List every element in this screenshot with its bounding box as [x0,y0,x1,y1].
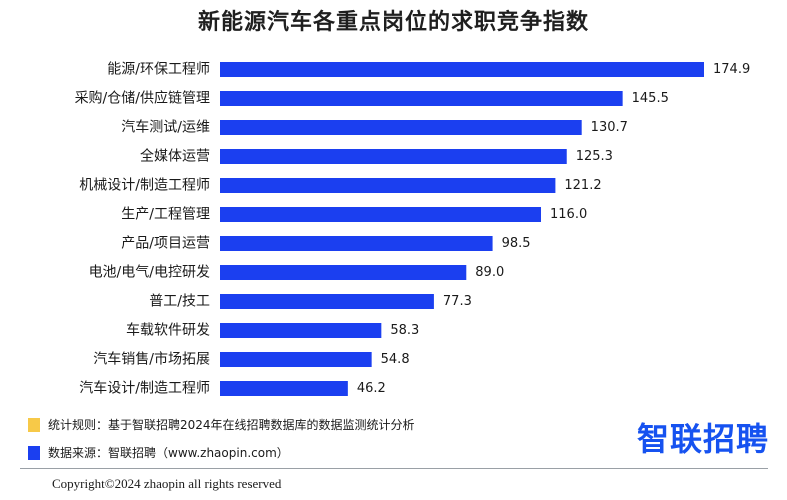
category-label: 汽车测试/运维 [121,119,210,136]
bar [220,207,542,222]
bar [220,120,582,135]
stat-rule-note: 统计规则：基于智联招聘2024年在线招聘数据库的数据监测统计分析 [28,416,415,433]
rule-swatch-icon [28,417,40,432]
bar [220,294,434,309]
stat-rule-text: 统计规则：基于智联招聘2024年在线招聘数据库的数据监测统计分析 [48,418,415,432]
data-source-text: 数据来源：智联招聘（www.zhaopin.com） [48,446,289,460]
value-label: 116.0 [550,207,587,222]
value-label: 145.5 [632,91,669,106]
bar [220,352,372,367]
category-label: 采购/仓储/供应链管理 [75,90,210,107]
bar [220,236,493,251]
bar [220,265,467,280]
category-label: 车载软件研发 [126,322,210,339]
category-label: 机械设计/制造工程师 [79,178,210,194]
copyright-text: Copyright©2024 zhaopin all rights reserv… [52,476,282,491]
category-label: 能源/环保工程师 [107,62,210,78]
value-label: 46.2 [357,381,386,396]
value-label: 130.7 [591,120,628,135]
value-label: 89.0 [475,265,504,280]
value-label: 121.2 [564,178,601,193]
bar [220,381,348,396]
value-label: 125.3 [576,149,613,164]
category-label: 电池/电气/电控研发 [89,265,210,281]
bar [220,149,567,164]
source-swatch-icon [28,445,40,460]
category-label: 汽车销售/市场拓展 [93,351,210,368]
value-label: 54.8 [381,352,410,367]
bar-chart: 能源/环保工程师 174.9 采购/仓储/供应链管理 145.5 汽车测试/运维 130.… [75,62,751,397]
category-label: 生产/工程管理 [121,207,210,223]
bar [220,91,623,106]
category-label: 汽车设计/制造工程师 [79,380,210,397]
zhaopin-logo: 智联招聘 [636,420,769,458]
category-label: 产品/项目运营 [121,236,210,252]
chart-title: 新能源汽车各重点岗位的求职竞争指数 [197,10,589,35]
bar [220,323,382,338]
category-label: 普工/技工 [149,294,210,310]
data-source-note: 数据来源：智联招聘（www.zhaopin.com） [28,444,289,461]
value-label: 98.5 [502,236,531,251]
bar [220,62,704,77]
value-label: 58.3 [390,323,419,338]
bar [220,178,556,193]
footer-divider [20,468,768,469]
value-label: 77.3 [443,294,472,309]
category-label: 全媒体运营 [140,148,210,165]
value-label: 174.9 [713,62,750,77]
